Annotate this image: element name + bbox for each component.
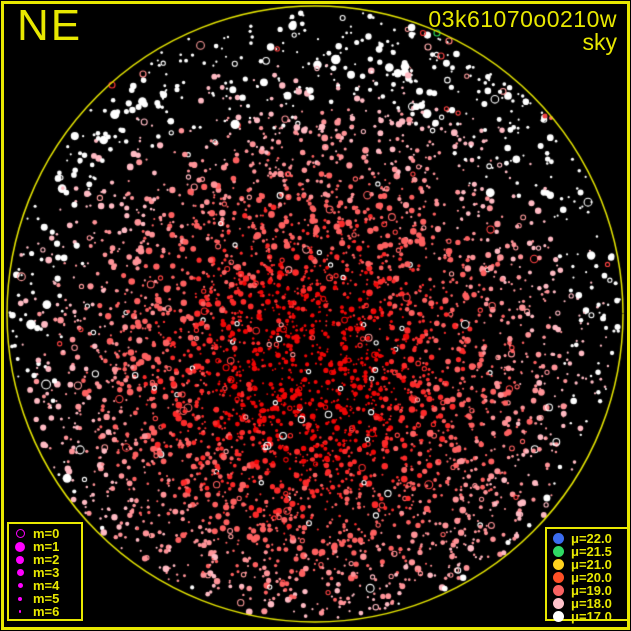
legend-label: μ=17.0 (571, 609, 612, 624)
legend-label: μ=22.0 (571, 531, 612, 546)
marker-wrap (551, 598, 565, 609)
plot-subtitle: sky (582, 29, 618, 55)
marker-wrap (13, 583, 27, 588)
legend-label: m=6 (33, 604, 60, 619)
marker-wrap (551, 533, 565, 544)
legend-label: m=4 (33, 578, 60, 593)
marker-wrap (13, 610, 27, 613)
legend-label: μ=18.0 (571, 596, 612, 611)
magnitude-legend: m=0 m=1 m=2 m=3 m=4 m=5 m=6 (7, 522, 83, 621)
ring-marker-icon (15, 529, 25, 538)
dot-marker-icon (552, 533, 564, 544)
mu-legend-item-1: μ=21.5 (551, 545, 623, 558)
magnitude-legend-item-3: m=3 (13, 566, 77, 579)
marker-wrap (13, 529, 27, 538)
marker-wrap (13, 596, 27, 601)
magnitude-legend-item-2: m=2 (13, 553, 77, 566)
dot-marker-icon (15, 541, 25, 552)
magnitude-legend-item-4: m=4 (13, 579, 77, 592)
plot-title: 03k61070o0210w (428, 6, 617, 32)
legend-label: μ=19.0 (571, 583, 612, 598)
dot-marker-icon (16, 555, 24, 564)
mu-legend-item-2: μ=21.0 (551, 558, 623, 571)
dot-marker-icon (552, 559, 564, 570)
marker-wrap (551, 559, 565, 570)
marker-wrap (13, 555, 27, 564)
magnitude-legend-item-0: m=0 (13, 527, 77, 540)
orientation-label: NE (17, 1, 83, 50)
mu-legend-item-0: μ=22.0 (551, 532, 623, 545)
mu-legend-item-3: μ=20.0 (551, 571, 623, 584)
marker-wrap (551, 572, 565, 583)
mu-legend: μ=22.0 μ=21.5 μ=21.0 μ=20.0 μ=19.0 μ=18.0 μ=17… (545, 527, 629, 623)
dot-marker-icon (552, 611, 564, 622)
dot-marker-icon (552, 585, 564, 596)
magnitude-legend-item-1: m=1 (13, 540, 77, 553)
dot-marker-icon (552, 572, 564, 583)
dot-marker-icon (16, 569, 24, 576)
marker-wrap (551, 546, 565, 557)
dot-marker-icon (18, 610, 22, 613)
mu-legend-item-6: μ=17.0 (551, 610, 623, 623)
marker-wrap (13, 569, 27, 576)
dot-marker-icon (17, 583, 23, 588)
dot-marker-icon (552, 546, 564, 557)
dot-marker-icon (552, 598, 564, 609)
mu-legend-item-4: μ=19.0 (551, 584, 623, 597)
marker-wrap (13, 541, 27, 552)
legend-label: m=5 (33, 591, 60, 606)
marker-wrap (551, 611, 565, 622)
magnitude-legend-item-6: m=6 (13, 605, 77, 618)
legend-label: m=3 (33, 565, 60, 580)
dot-marker-icon (18, 596, 22, 601)
legend-label: m=1 (33, 539, 60, 554)
legend-label: μ=20.0 (571, 570, 612, 585)
magnitude-legend-item-5: m=5 (13, 592, 77, 605)
legend-label: μ=21.5 (571, 544, 612, 559)
legend-label: m=2 (33, 552, 60, 567)
mu-legend-item-5: μ=18.0 (551, 597, 623, 610)
marker-wrap (551, 585, 565, 596)
legend-label: μ=21.0 (571, 557, 612, 572)
legend-label: m=0 (33, 526, 60, 541)
